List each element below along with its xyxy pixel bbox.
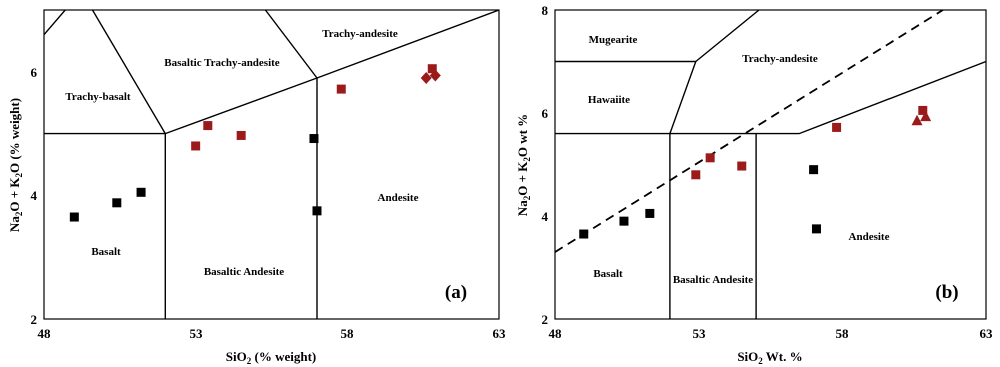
x-tick-label: 63 <box>493 326 507 341</box>
data-point-square <box>691 170 700 179</box>
field-label-trachy-andesite: Trachy-andesite <box>742 53 818 65</box>
field-label-andesite: Andesite <box>849 231 890 243</box>
x-tick-label: 48 <box>38 326 52 341</box>
y-axis-label-b: Na2O + K2O wt % <box>515 114 532 216</box>
y-ticks-b: 2 4 6 8 <box>542 3 549 327</box>
field-boundary <box>44 10 65 35</box>
field-boundary <box>670 10 759 134</box>
y-tick-label: 8 <box>542 3 549 18</box>
data-point-square <box>737 162 746 171</box>
data-point-square <box>112 198 121 207</box>
field-label-basaltic-trachy-andesite: Basaltic Trachy-andesite <box>164 57 280 69</box>
alkaline-subalkaline-divider <box>555 10 943 252</box>
x-tick-label: 63 <box>980 326 994 341</box>
y-axis-label-a: Na2O + K2O (% weight) <box>7 98 24 232</box>
field-labels-b: Mugearite Hawaiite Trachy-andesite Basal… <box>588 34 890 286</box>
data-point-square <box>137 188 146 197</box>
x-axis-label-b: SiO2 Wt. % <box>737 349 802 366</box>
data-point-square <box>809 165 818 174</box>
data-point-square <box>191 141 200 150</box>
data-point-square <box>579 230 588 239</box>
data-point-square <box>309 134 318 143</box>
data-point-square <box>812 224 821 233</box>
field-label-mugearite: Mugearite <box>589 34 638 46</box>
panel-label-b: (b) <box>935 282 958 303</box>
data-point-square <box>706 153 715 162</box>
field-label-andesite: Andesite <box>378 192 419 204</box>
x-tick-label: 48 <box>549 326 563 341</box>
field-label-basalt: Basalt <box>593 268 623 280</box>
data-point-square <box>832 123 841 132</box>
x-tick-label: 53 <box>693 326 707 341</box>
data-point-square <box>70 213 79 222</box>
data-point-square <box>313 206 322 215</box>
x-ticks-a: 48 53 58 63 <box>38 326 507 341</box>
y-tick-label: 4 <box>542 209 549 224</box>
field-labels-a: Trachy-basalt Basaltic Trachy-andesite T… <box>65 28 418 278</box>
data-point-square <box>237 131 246 140</box>
x-ticks-b: 48 53 58 63 <box>549 326 994 341</box>
data-point-square <box>337 85 346 94</box>
field-label-trachy-basalt: Trachy-basalt <box>65 91 131 103</box>
x-tick-label: 58 <box>341 326 355 341</box>
data-point-square <box>203 121 212 130</box>
y-tick-label: 4 <box>31 188 38 203</box>
x-axis-label-a: SiO2 (% weight) <box>226 349 316 366</box>
x-tick-label: 53 <box>190 326 204 341</box>
x-tick-label: 58 <box>836 326 850 341</box>
field-label-basaltic-andesite: Basaltic Andesite <box>204 266 284 278</box>
field-boundary <box>93 10 166 134</box>
y-tick-label: 2 <box>542 312 549 327</box>
data-point-square <box>619 217 628 226</box>
y-tick-label: 6 <box>31 65 38 80</box>
field-label-basalt: Basalt <box>91 246 121 258</box>
field-label-trachy-andesite: Trachy-andesite <box>322 28 398 40</box>
panel-label-a: (a) <box>445 282 467 303</box>
field-label-basaltic-andesite: Basaltic Andesite <box>673 274 753 286</box>
y-ticks-a: 2 4 6 <box>31 65 38 327</box>
data-point-diamond <box>421 72 432 84</box>
field-label-hawaiite: Hawaiite <box>588 94 630 106</box>
data-point-square <box>645 209 654 218</box>
y-tick-label: 2 <box>31 312 38 327</box>
y-tick-label: 6 <box>542 106 549 121</box>
